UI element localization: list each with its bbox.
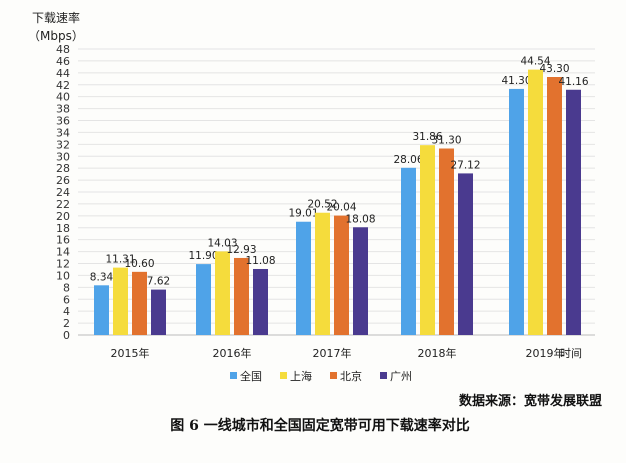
y-tick-label: 12 — [56, 258, 70, 271]
y-tick-label: 10 — [56, 269, 70, 282]
bar — [420, 145, 435, 335]
y-tick-label: 36 — [56, 115, 70, 128]
data-label: 20.52 — [307, 199, 337, 211]
source-note: 数据来源：宽带发展联盟 — [459, 393, 602, 409]
y-tick-label: 48 — [56, 43, 70, 56]
bar — [458, 173, 473, 335]
data-label: 11.08 — [245, 255, 275, 267]
legend-label: 上海 — [290, 369, 312, 383]
data-label: 28.06 — [393, 154, 423, 166]
bar — [528, 69, 543, 335]
y-tick-label: 42 — [56, 79, 70, 92]
x-tick-label: 2017年 — [313, 346, 352, 360]
data-label: 41.16 — [558, 76, 588, 88]
y-tick-label: 46 — [56, 55, 70, 68]
y-tick-label: 14 — [56, 246, 70, 259]
data-label: 14.03 — [207, 237, 237, 249]
data-label: 31.86 — [412, 131, 442, 143]
y-tick-label: 0 — [63, 329, 70, 342]
legend-label: 北京 — [340, 369, 362, 383]
data-label: 7.62 — [147, 276, 170, 288]
bar — [547, 77, 562, 336]
bar — [439, 148, 454, 335]
data-label: 43.30 — [539, 63, 569, 75]
legend-swatch — [330, 372, 337, 379]
data-label: 20.04 — [326, 202, 356, 214]
x-tick-label: 2015年 — [111, 346, 150, 360]
data-label: 19.01 — [288, 208, 318, 220]
y-axis-unit: （Mbps） — [28, 29, 84, 43]
data-label: 8.34 — [90, 271, 114, 283]
y-tick-label: 16 — [56, 234, 70, 247]
x-tick-label: 2016年 — [213, 346, 252, 360]
legend-label: 全国 — [240, 369, 262, 383]
y-tick-label: 8 — [63, 281, 70, 294]
figure-caption: 图 6 一线城市和全国固定宽带可用下载速率对比 — [170, 417, 470, 434]
x-tick-label: 2018年 — [418, 346, 457, 360]
legend-label: 广州 — [390, 370, 412, 383]
data-label: 11.31 — [105, 254, 135, 266]
bar — [315, 212, 330, 335]
data-label: 10.60 — [124, 258, 154, 270]
bar — [296, 221, 311, 335]
bar — [566, 89, 581, 335]
data-label: 41.30 — [501, 75, 531, 87]
y-tick-label: 34 — [56, 126, 70, 139]
bar — [401, 167, 416, 335]
legend-swatch — [230, 372, 237, 379]
y-tick-label: 30 — [56, 150, 70, 163]
bar — [353, 227, 368, 335]
data-label: 12.93 — [226, 244, 256, 256]
y-tick-label: 4 — [63, 305, 70, 318]
y-tick-label: 18 — [56, 222, 70, 235]
y-tick-label: 28 — [56, 162, 70, 175]
legend-swatch — [280, 372, 287, 379]
bar — [509, 88, 524, 335]
bar — [132, 271, 147, 335]
data-label: 27.12 — [450, 159, 480, 171]
y-tick-label: 22 — [56, 198, 70, 211]
bar — [215, 251, 230, 335]
y-tick-label: 40 — [56, 91, 70, 104]
data-label: 44.54 — [520, 56, 550, 68]
y-axis-label: 下载速率 — [32, 10, 80, 25]
y-tick-label: 32 — [56, 138, 70, 151]
y-tick-label: 24 — [56, 186, 70, 199]
y-tick-label: 44 — [56, 67, 70, 80]
bar — [94, 285, 109, 335]
bar — [253, 268, 268, 335]
y-tick-label: 2 — [63, 317, 70, 330]
bar — [113, 267, 128, 335]
bar — [151, 289, 166, 335]
data-label: 18.08 — [345, 213, 375, 225]
y-tick-label: 26 — [56, 174, 70, 187]
data-label: 11.90 — [188, 250, 218, 262]
y-tick-label: 38 — [56, 103, 70, 116]
bar — [334, 215, 349, 335]
data-label: 31.30 — [431, 135, 461, 147]
bar — [234, 257, 249, 335]
x-tick-label: 2019年 — [526, 346, 565, 360]
y-tick-label: 6 — [63, 293, 70, 306]
y-tick-label: 20 — [56, 210, 70, 223]
x-axis-label: 时间 — [560, 347, 582, 360]
bar — [196, 264, 211, 335]
legend-swatch — [380, 372, 387, 379]
